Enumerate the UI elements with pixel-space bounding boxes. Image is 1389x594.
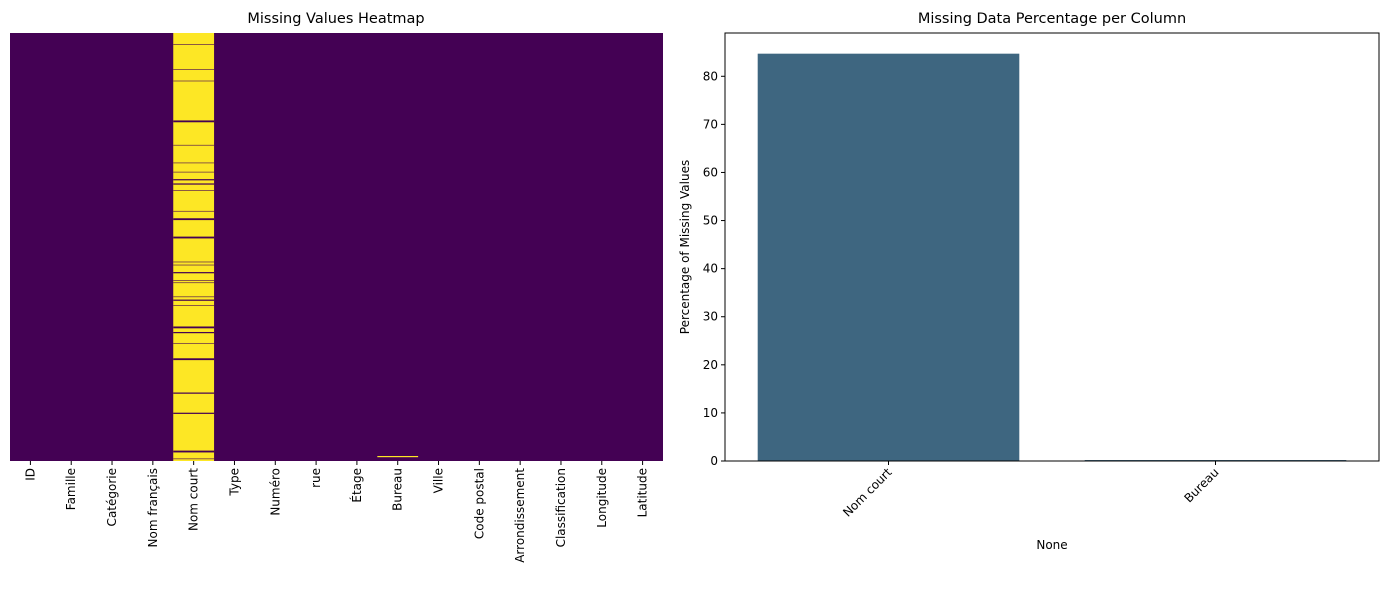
heatmap-present-gap — [173, 296, 215, 298]
heatmap-present-gap — [173, 69, 215, 70]
heatmap-present-gap — [173, 218, 215, 221]
heatmap-present-gap — [173, 264, 215, 266]
heatmap-present-gap — [173, 183, 215, 185]
heatmap-present-gap — [173, 210, 215, 212]
bar-x-tick-label: Bureau — [1181, 465, 1221, 505]
heatmap-x-tick-label: Numéro — [268, 468, 282, 516]
heatmap-x-tick-label: Type — [227, 468, 241, 497]
bar-y-axis-label: Percentage of Missing Values — [678, 160, 692, 334]
heatmap-present-gap — [173, 171, 215, 173]
heatmap-present-gap — [173, 326, 215, 329]
heatmap-present-gap — [173, 280, 215, 281]
heatmap-title: Missing Values Heatmap — [247, 11, 424, 27]
heatmap-present-gap — [173, 305, 215, 306]
heatmap-present-gap — [173, 236, 215, 239]
heatmap-present-gap — [173, 144, 215, 146]
heatmap-present-gap — [173, 261, 215, 263]
heatmap-present-gap — [173, 331, 215, 334]
heatmap-x-tick-label: Nom français — [146, 468, 160, 547]
heatmap-x-tick-label: Nom court — [187, 468, 201, 531]
heatmap-present-gap — [173, 392, 215, 394]
bar-chart-title: Missing Data Percentage per Column — [918, 11, 1186, 27]
heatmap-present-gap — [173, 272, 215, 274]
heatmap-missing-cell — [377, 456, 419, 458]
heatmap-chart: Missing Values Heatmap ID Famille Catégori… — [10, 11, 663, 563]
bar-y-tick-label: 50 — [703, 214, 718, 228]
heatmap-background — [10, 33, 663, 461]
heatmap-present-gap — [173, 299, 215, 301]
bar-nom-court — [757, 53, 1020, 461]
heatmap-x-tick-label: Classification — [554, 468, 568, 547]
heatmap-x-tick-label: Arrondissement — [513, 468, 527, 563]
heatmap-present-gap — [173, 44, 215, 45]
heatmap-x-tick-label: Étage — [349, 468, 364, 503]
heatmap-present-gap — [173, 282, 215, 284]
bar-y-tick-label: 30 — [703, 310, 718, 324]
bar-y-tick-label: 10 — [703, 406, 718, 420]
heatmap-present-gap — [173, 412, 215, 414]
bar-y-tick-label: 40 — [703, 262, 718, 276]
bar-x-tick-label: Nom court — [840, 465, 895, 520]
bar-y-tick-label: 80 — [703, 69, 718, 83]
heatmap-present-gap — [173, 80, 215, 82]
heatmap-x-tick-label: Ville — [432, 468, 446, 493]
bar-y-tick-label: 70 — [703, 117, 718, 131]
heatmap-x-tick-label: ID — [23, 468, 37, 481]
heatmap-x-tick-label: Longitude — [595, 468, 609, 528]
heatmap-present-gap — [173, 162, 215, 164]
heatmap-missing-column — [173, 33, 215, 461]
bar-chart: Missing Data Percentage per Column 0 10 20… — [678, 11, 1380, 552]
heatmap-present-gap — [173, 190, 215, 191]
bar-plot-frame — [724, 32, 1380, 462]
bar-y-tick-label: 60 — [703, 165, 718, 179]
heatmap-x-tick-label: rue — [309, 468, 323, 488]
bar-y-tick-label: 0 — [710, 454, 718, 468]
heatmap-present-gap — [173, 458, 215, 460]
heatmap-present-gap — [173, 450, 215, 453]
heatmap-present-gap — [173, 358, 215, 361]
heatmap-x-tick-label: Famille — [64, 468, 78, 510]
bar-y-tick-label: 20 — [703, 358, 718, 372]
heatmap-x-tick-label: Catégorie — [105, 468, 119, 526]
heatmap-present-gap — [173, 120, 215, 123]
bar-x-axis-label: None — [1036, 538, 1067, 552]
heatmap-x-tick-label: Latitude — [636, 468, 650, 517]
heatmap-present-gap — [173, 342, 215, 344]
heatmap-x-tick-label: Bureau — [391, 468, 405, 511]
heatmap-x-tick-label: Code postal — [472, 468, 486, 539]
heatmap-present-gap — [173, 179, 215, 181]
